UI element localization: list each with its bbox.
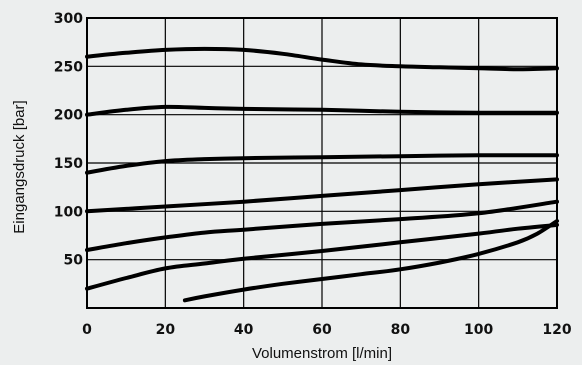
x-tick-label: 40 bbox=[234, 322, 254, 338]
y-tick-label: 200 bbox=[54, 108, 83, 124]
y-tick-label: 150 bbox=[54, 156, 83, 172]
x-tick-label: 0 bbox=[82, 322, 92, 338]
y-tick-label: 50 bbox=[64, 253, 84, 269]
x-tick-label: 120 bbox=[542, 322, 571, 338]
x-axis-title: Volumenstrom [l/min] bbox=[252, 345, 392, 362]
series-line-4 bbox=[85, 177, 559, 214]
series-line-3 bbox=[85, 153, 559, 175]
data-curves bbox=[85, 46, 559, 303]
x-tick-label: 60 bbox=[312, 322, 332, 338]
x-tick-label: 80 bbox=[391, 322, 411, 338]
plot-frame bbox=[86, 17, 558, 309]
x-tick-label: 100 bbox=[464, 322, 493, 338]
tick-labels: 0 20 40 60 80 100 120 50 100 150 200 250 300 bbox=[54, 11, 572, 338]
y-tick-label: 300 bbox=[54, 11, 83, 27]
y-tick-label: 100 bbox=[54, 204, 83, 220]
series-line-2 bbox=[85, 104, 559, 117]
series-line-7 bbox=[182, 219, 559, 303]
y-axis-title: Eingangsdruck [bar] bbox=[11, 100, 28, 233]
series-line-1 bbox=[85, 46, 559, 72]
series-line-6 bbox=[85, 222, 559, 291]
y-tick-label: 250 bbox=[54, 59, 83, 75]
series-line-5 bbox=[85, 199, 559, 252]
x-tick-label: 20 bbox=[156, 322, 176, 338]
